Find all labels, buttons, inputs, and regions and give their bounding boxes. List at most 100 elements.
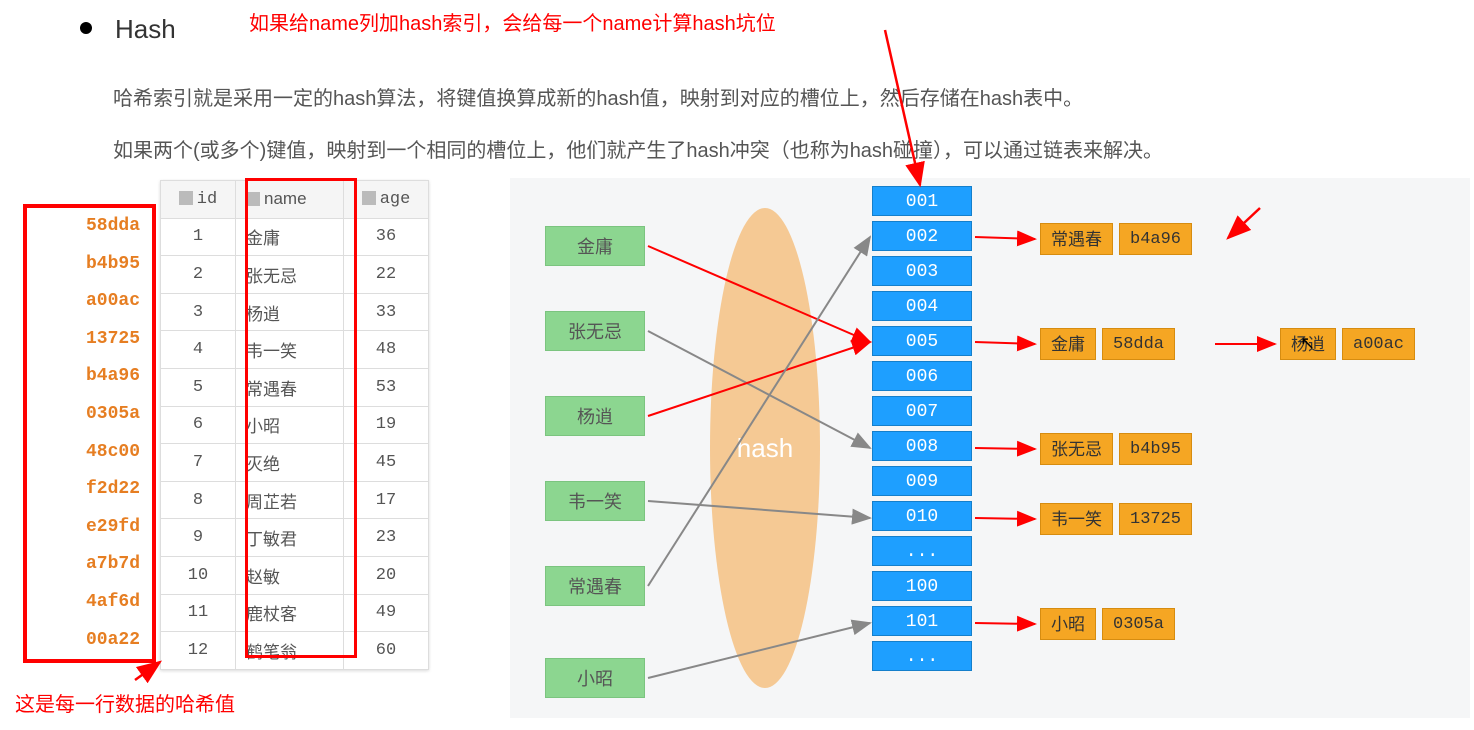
table-row: 11鹿杖客49	[161, 594, 429, 632]
hash-slot: 004	[872, 291, 972, 321]
paragraph-2: 如果两个(或多个)键值，映射到一个相同的槽位上，他们就产生了hash冲突（也称为…	[113, 136, 1163, 166]
row-hash: 4af6d	[27, 584, 152, 622]
row-hash: 0305a	[27, 396, 152, 434]
col-header-age: age	[344, 181, 429, 219]
cell-id: 11	[161, 594, 236, 632]
bucket-cell: b4a96	[1119, 223, 1192, 255]
cell-name: 小昭	[236, 406, 344, 444]
hash-slot: ...	[872, 641, 972, 671]
row-hash: 00a22	[27, 622, 152, 660]
column-icon	[246, 192, 260, 206]
cell-name: 鹤笔翁	[236, 632, 344, 670]
cell-age: 49	[344, 594, 429, 632]
hash-slot: 003	[872, 256, 972, 286]
bucket-cell: 13725	[1119, 503, 1192, 535]
cell-age: 20	[344, 556, 429, 594]
bucket-cell: b4b95	[1119, 433, 1192, 465]
hash-slot: 009	[872, 466, 972, 496]
cell-name: 丁敏君	[236, 519, 344, 557]
row-hash: b4a96	[27, 358, 152, 396]
cell-id: 10	[161, 556, 236, 594]
name-node: 张无忌	[545, 311, 645, 351]
slot-column: 001002003004005006007008009010...100101.…	[872, 186, 972, 676]
hash-slot: 007	[872, 396, 972, 426]
cell-name: 鹿杖客	[236, 594, 344, 632]
data-table: id name age 1金庸362张无忌223杨逍334韦一笑485常遇春53…	[160, 180, 429, 670]
hash-diagram: hash 001002003004005006007008009010...10…	[510, 178, 1470, 718]
hash-slot: 101	[872, 606, 972, 636]
hash-function-oval: hash	[710, 208, 820, 688]
hash-slot: ...	[872, 536, 972, 566]
bullet-icon	[80, 22, 92, 34]
row-hash: f2d22	[27, 471, 152, 509]
hash-bucket: 小昭0305a	[1040, 608, 1175, 640]
hash-bucket: 常遇春b4a96	[1040, 223, 1192, 255]
hash-slot: 010	[872, 501, 972, 531]
col-header-name: name	[236, 181, 344, 219]
cell-name: 金庸	[236, 218, 344, 256]
table-row: 4韦一笑48	[161, 331, 429, 369]
cell-age: 17	[344, 481, 429, 519]
hash-bucket: 韦一笑13725	[1040, 503, 1192, 535]
cell-name: 韦一笑	[236, 331, 344, 369]
cell-age: 19	[344, 406, 429, 444]
bucket-cell: 58dda	[1102, 328, 1175, 360]
title: Hash	[115, 14, 176, 45]
name-node: 杨逍	[545, 396, 645, 436]
name-node: 金庸	[545, 226, 645, 266]
table-row: 1金庸36	[161, 218, 429, 256]
cell-name: 周芷若	[236, 481, 344, 519]
table-row: 3杨逍33	[161, 293, 429, 331]
hash-slot: 100	[872, 571, 972, 601]
cell-age: 33	[344, 293, 429, 331]
hash-slot: 006	[872, 361, 972, 391]
hash-bucket: 金庸58dda	[1040, 328, 1175, 360]
cursor-icon: ↖	[1300, 333, 1315, 354]
cell-name: 杨逍	[236, 293, 344, 331]
col-header-id: id	[161, 181, 236, 219]
table-row: 2张无忌22	[161, 256, 429, 294]
table-row: 7灭绝45	[161, 444, 429, 482]
bucket-cell: 小昭	[1040, 608, 1096, 640]
name-node: 韦一笑	[545, 481, 645, 521]
cell-id: 1	[161, 218, 236, 256]
row-hash: a00ac	[27, 283, 152, 321]
row-hash: 13725	[27, 321, 152, 359]
name-node: 小昭	[545, 658, 645, 698]
cell-age: 45	[344, 444, 429, 482]
cell-id: 9	[161, 519, 236, 557]
column-icon	[362, 191, 376, 205]
cell-id: 12	[161, 632, 236, 670]
row-hash: a7b7d	[27, 546, 152, 584]
cell-name: 常遇春	[236, 368, 344, 406]
cell-name: 灭绝	[236, 444, 344, 482]
key-icon	[179, 191, 193, 205]
bucket-cell: 常遇春	[1040, 223, 1113, 255]
table-row: 10赵敏20	[161, 556, 429, 594]
row-hash: 58dda	[27, 208, 152, 246]
cell-age: 60	[344, 632, 429, 670]
cell-age: 48	[344, 331, 429, 369]
hash-bucket: 张无忌b4b95	[1040, 433, 1192, 465]
name-node: 常遇春	[545, 566, 645, 606]
hash-slot: 005	[872, 326, 972, 356]
cell-id: 7	[161, 444, 236, 482]
cell-id: 8	[161, 481, 236, 519]
table-row: 8周芷若17	[161, 481, 429, 519]
hash-slot: 001	[872, 186, 972, 216]
cell-id: 2	[161, 256, 236, 294]
table-row: 9丁敏君23	[161, 519, 429, 557]
cell-id: 6	[161, 406, 236, 444]
cell-age: 36	[344, 218, 429, 256]
cell-id: 5	[161, 368, 236, 406]
cell-name: 张无忌	[236, 256, 344, 294]
cell-age: 53	[344, 368, 429, 406]
row-hash: e29fd	[27, 509, 152, 547]
bucket-cell: 张无忌	[1040, 433, 1113, 465]
row-hash: 48c00	[27, 434, 152, 472]
bucket-cell: 0305a	[1102, 608, 1175, 640]
table-row: 6小昭19	[161, 406, 429, 444]
cell-age: 22	[344, 256, 429, 294]
hash-slot: 008	[872, 431, 972, 461]
annotation-top: 如果给name列加hash索引，会给每一个name计算hash坑位	[249, 7, 776, 36]
